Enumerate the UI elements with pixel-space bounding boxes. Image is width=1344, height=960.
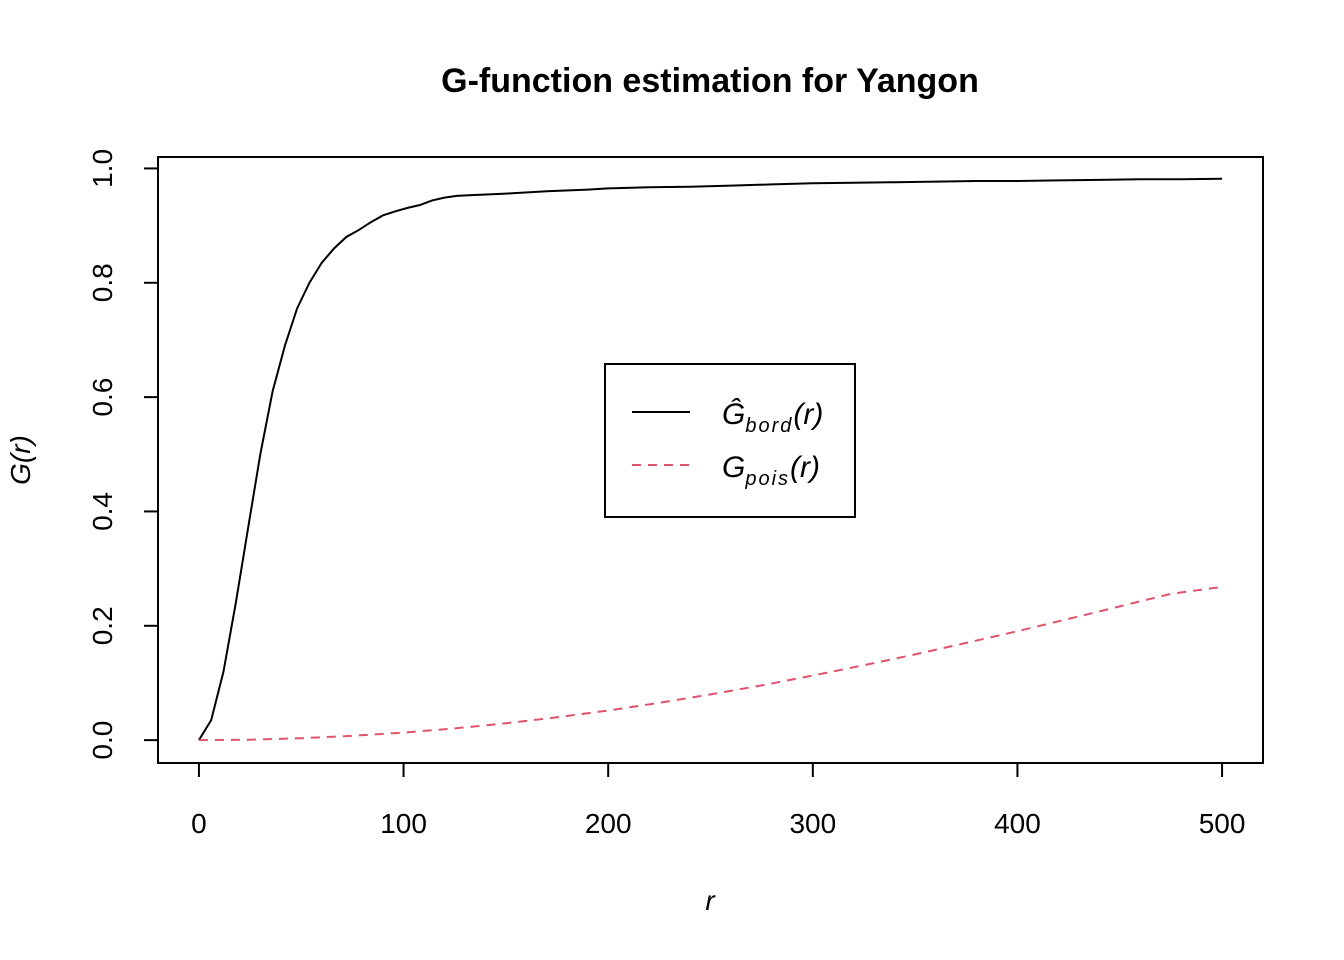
x-tick-label: 200 <box>585 808 632 839</box>
chart-title: G-function estimation for Yangon <box>441 62 979 100</box>
x-tick-label: 300 <box>789 808 836 839</box>
series-layer <box>198 177 1223 742</box>
y-tick-label: 0.4 <box>87 492 118 531</box>
legend-label-bord: Ĝbord(r) <box>722 397 823 437</box>
x-axis: 0 100 200 300 400 500 <box>191 762 1246 839</box>
y-tick-label: 0.6 <box>87 378 118 417</box>
legend-label-pois: Gpois(r) <box>722 451 820 490</box>
y-tick-label: 0.8 <box>87 263 118 302</box>
x-tick-label: 100 <box>380 808 427 839</box>
y-axis: 0.0 0.2 0.4 0.6 0.8 1.0 <box>87 149 159 760</box>
legend-box <box>604 363 856 518</box>
y-axis-label: G(r) <box>5 435 36 485</box>
series-line-bord <box>198 177 1223 741</box>
y-tick-label: 1.0 <box>87 149 118 188</box>
legend-entries: Ĝbord(r) Gpois(r) <box>632 397 823 490</box>
x-tick-label: 0 <box>191 808 207 839</box>
legend: Ĝbord(r) Gpois(r) <box>604 363 856 518</box>
x-axis-label: r <box>705 885 716 916</box>
series-line-pois <box>198 585 1223 742</box>
y-tick-label: 0.0 <box>87 721 118 760</box>
y-tick-label: 0.2 <box>87 606 118 645</box>
x-tick-label: 500 <box>1199 808 1246 839</box>
x-tick-label: 400 <box>994 808 1041 839</box>
